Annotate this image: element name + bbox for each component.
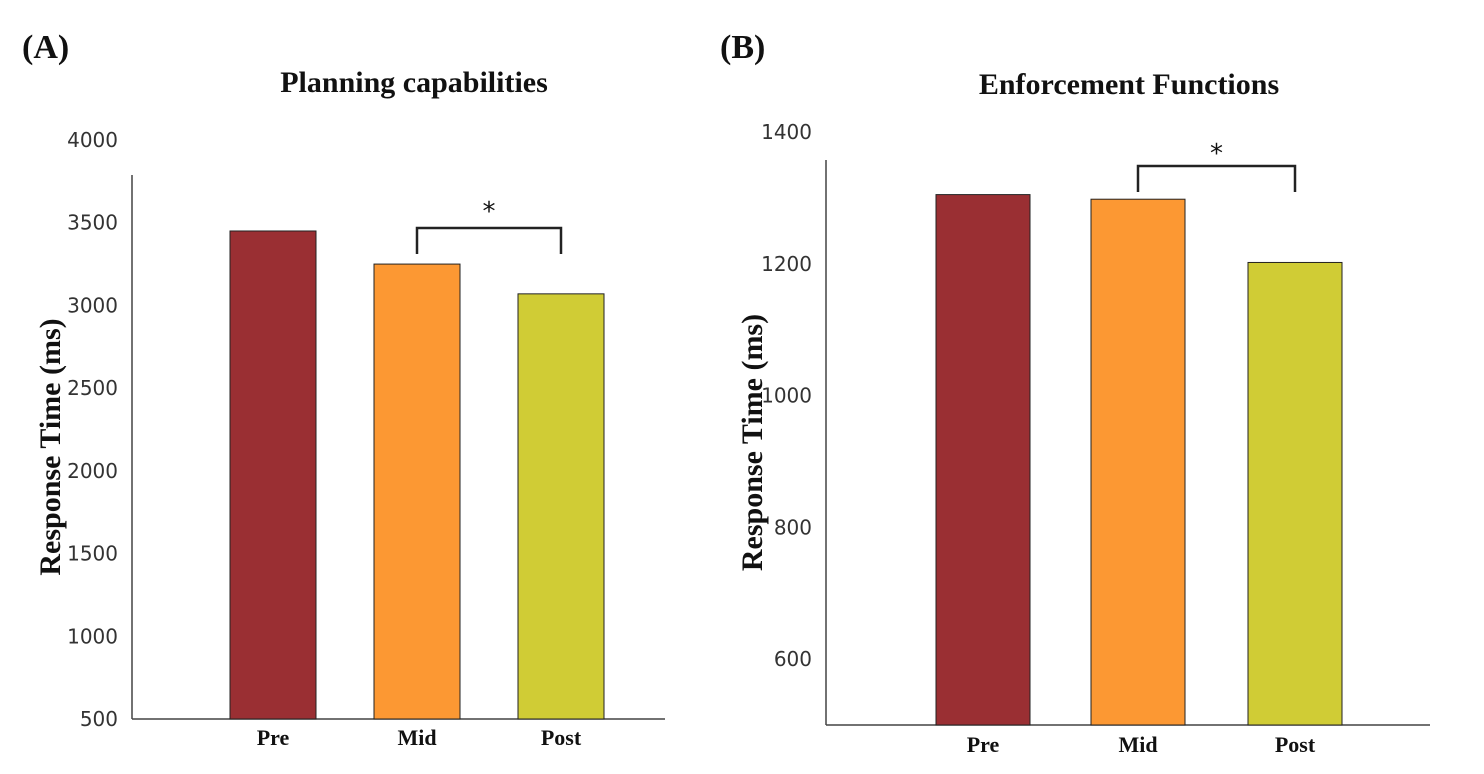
x-tick-label: Mid	[1118, 732, 1157, 757]
panel-label: (B)	[720, 29, 765, 66]
y-tick-label: 500	[80, 707, 118, 731]
y-axis-label: Response Time (ms)	[34, 318, 67, 575]
y-tick-label: 2500	[67, 376, 118, 400]
chart-title: Enforcement Functions	[979, 68, 1279, 101]
significance-star: *	[1210, 139, 1223, 169]
panel-label: (A)	[22, 29, 69, 66]
bar-mid	[1090, 198, 1186, 726]
x-tick-label: Post	[541, 725, 582, 750]
chart-planning-capabilities: (A) Planning capabilities Response Time (m…	[22, 29, 665, 750]
chart-enforcement-functions: (B) Enforcement Functions Response Time (m…	[720, 29, 1430, 757]
y-tick-label: 4000	[67, 128, 118, 152]
y-tick-label: 3000	[67, 293, 118, 317]
bar-pre	[229, 230, 317, 720]
x-tick-label: Mid	[397, 725, 436, 750]
bar-pre	[935, 194, 1031, 726]
y-tick-label: 800	[774, 515, 812, 539]
y-tick-label: 600	[774, 647, 812, 671]
x-tick-label: Post	[1275, 732, 1316, 757]
chart-title: Planning capabilities	[280, 66, 548, 99]
y-tick-label: 1000	[761, 384, 812, 408]
y-tick-label: 1400	[761, 120, 812, 144]
significance-bracket	[415, 226, 563, 254]
x-tick-label: Pre	[257, 725, 290, 750]
bar-post	[517, 293, 605, 720]
y-tick-label: 2000	[67, 459, 118, 483]
significance-star: *	[483, 197, 496, 227]
y-tick-label: 1200	[761, 252, 812, 276]
y-tick-label: 3500	[67, 211, 118, 235]
x-tick-label: Pre	[967, 732, 1000, 757]
bar-post	[1247, 261, 1343, 726]
y-tick-label: 1500	[67, 542, 118, 566]
y-tick-label: 1000	[67, 624, 118, 648]
significance-bracket	[1136, 164, 1297, 192]
bar-mid	[373, 263, 461, 720]
y-axis-label: Response Time (ms)	[736, 314, 769, 571]
